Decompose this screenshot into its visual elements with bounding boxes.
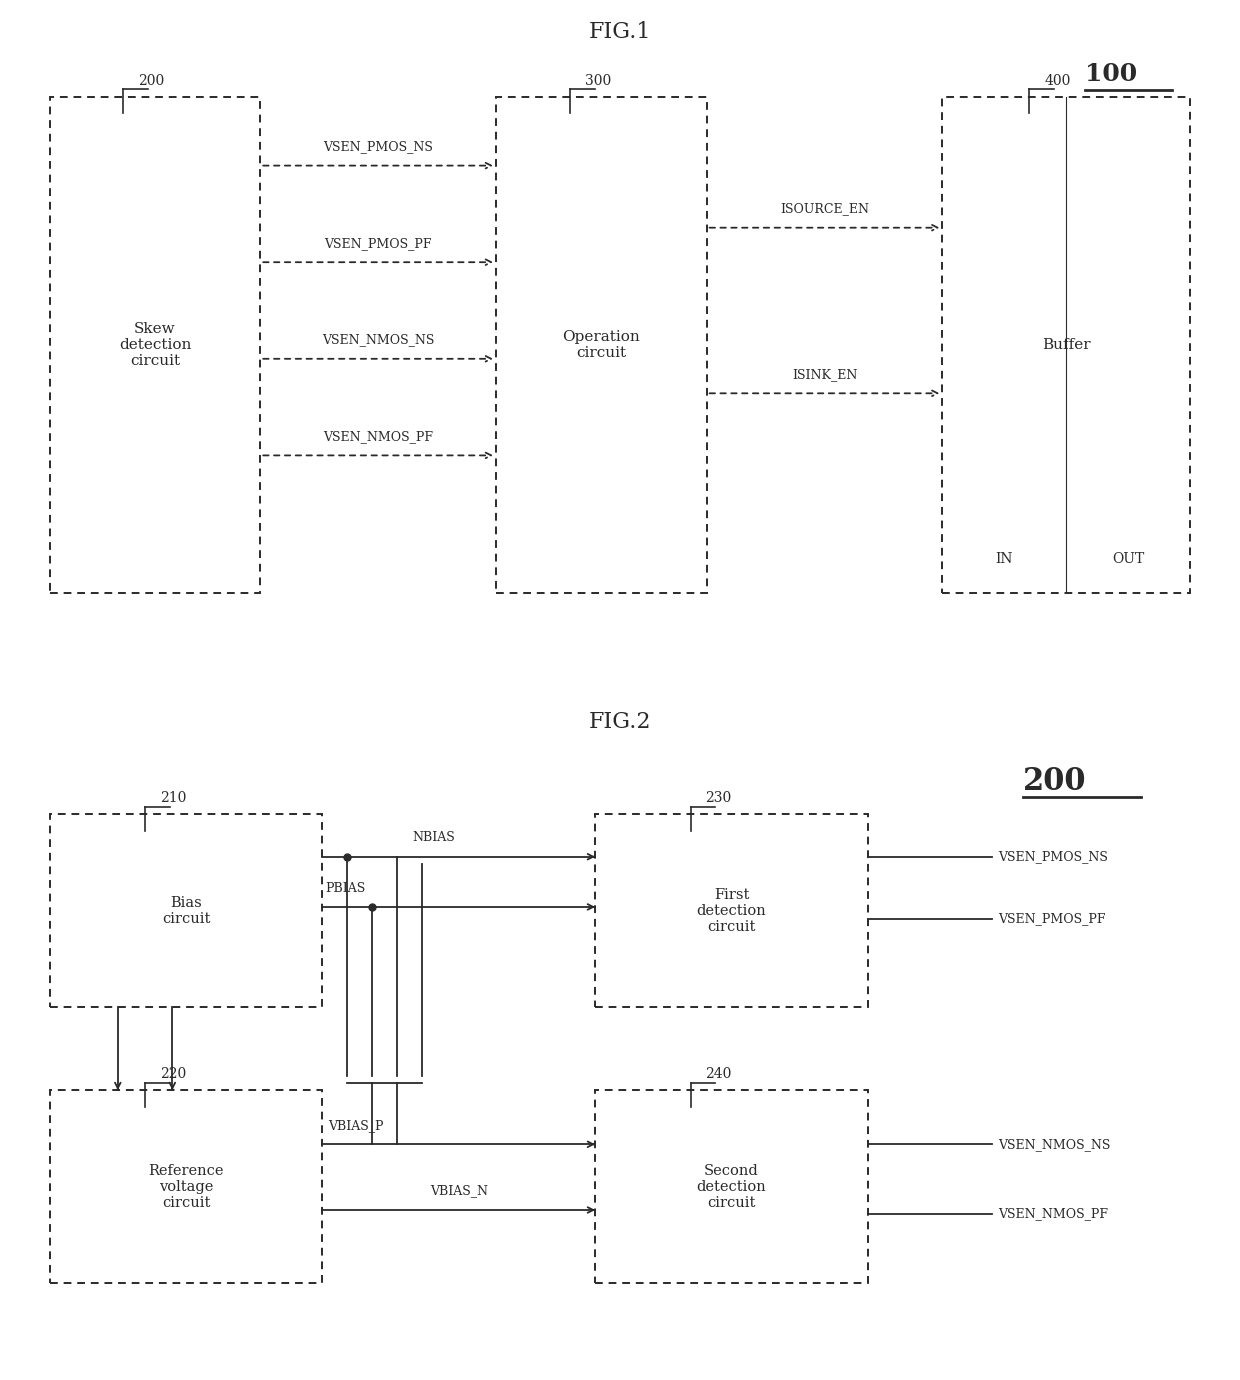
Text: Second
detection
circuit: Second detection circuit xyxy=(697,1163,766,1210)
Text: VBIAS_N: VBIAS_N xyxy=(430,1184,487,1198)
Text: 240: 240 xyxy=(706,1067,732,1082)
Text: VSEN_PMOS_NS: VSEN_PMOS_NS xyxy=(998,850,1109,864)
Text: VSEN_NMOS_PF: VSEN_NMOS_PF xyxy=(324,431,433,443)
Bar xyxy=(942,97,1190,593)
Text: VSEN_PMOS_PF: VSEN_PMOS_PF xyxy=(998,912,1106,925)
Text: VSEN_NMOS_NS: VSEN_NMOS_NS xyxy=(322,334,434,346)
Text: NBIAS: NBIAS xyxy=(413,831,455,845)
Text: 100: 100 xyxy=(1085,62,1137,86)
Text: Operation
circuit: Operation circuit xyxy=(563,330,640,360)
Text: PBIAS: PBIAS xyxy=(325,882,365,894)
Text: VSEN_NMOS_PF: VSEN_NMOS_PF xyxy=(998,1208,1109,1220)
Text: 200: 200 xyxy=(138,73,165,88)
Text: FIG.2: FIG.2 xyxy=(589,711,651,733)
Text: 220: 220 xyxy=(160,1067,186,1082)
Text: Reference
voltage
circuit: Reference voltage circuit xyxy=(149,1163,223,1210)
Bar xyxy=(496,97,707,593)
Text: VSEN_PMOS_PF: VSEN_PMOS_PF xyxy=(325,237,432,250)
Text: 200: 200 xyxy=(1023,766,1086,796)
Text: First
detection
circuit: First detection circuit xyxy=(697,887,766,934)
Bar xyxy=(50,814,322,1007)
Text: ISOURCE_EN: ISOURCE_EN xyxy=(780,203,869,215)
Text: 230: 230 xyxy=(706,791,732,805)
Text: VBIAS_P: VBIAS_P xyxy=(329,1119,384,1132)
Bar xyxy=(595,814,868,1007)
Text: ISINK_EN: ISINK_EN xyxy=(792,368,857,381)
Text: FIG.1: FIG.1 xyxy=(589,21,651,43)
Text: Bias
circuit: Bias circuit xyxy=(161,896,211,926)
Bar xyxy=(50,97,260,593)
Bar xyxy=(595,1090,868,1283)
Text: 300: 300 xyxy=(585,73,611,88)
Text: Buffer: Buffer xyxy=(1042,338,1091,352)
Text: VSEN_PMOS_NS: VSEN_PMOS_NS xyxy=(324,141,433,153)
Text: VSEN_NMOS_NS: VSEN_NMOS_NS xyxy=(998,1137,1111,1151)
Text: IN: IN xyxy=(996,552,1013,566)
Text: OUT: OUT xyxy=(1112,552,1145,566)
Text: 210: 210 xyxy=(160,791,186,805)
Text: Skew
detection
circuit: Skew detection circuit xyxy=(119,322,191,368)
Bar xyxy=(50,1090,322,1283)
Text: 400: 400 xyxy=(1044,73,1070,88)
